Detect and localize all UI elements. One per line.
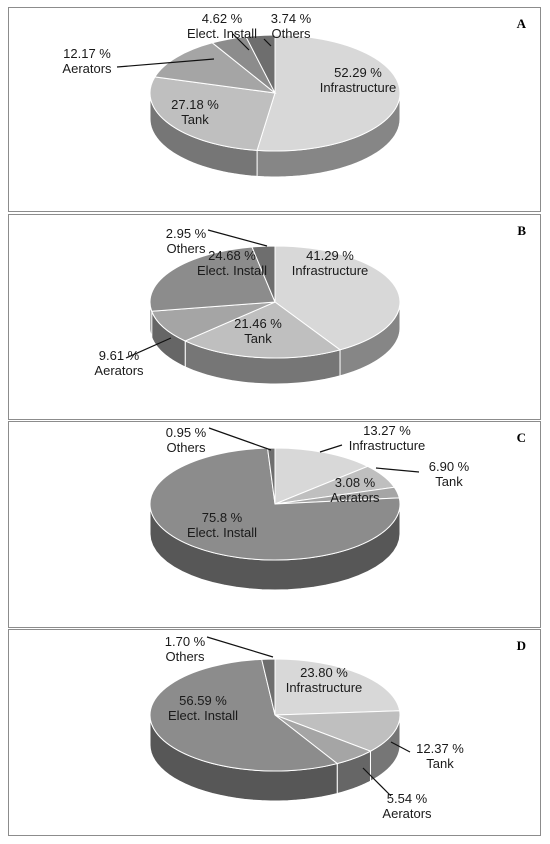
leader-line-tank <box>390 741 411 753</box>
slice-value-label: 12.37 % <box>416 741 464 756</box>
slice-name-label: Tank <box>244 331 272 346</box>
slice-name-label: Infrastructure <box>349 438 426 453</box>
panel-letter: A <box>517 16 527 31</box>
pie-d-slice-others <box>261 658 276 716</box>
pie-panel-a: 52.29 % Infrastructure 27.18 % Tank 12.17 % A… <box>8 7 541 212</box>
pie-panel-c: 13.27 % Infrastructure 6.90 % Tank 3.08 % Aer… <box>8 421 541 628</box>
slice-value-label: 5.54 % <box>387 791 428 806</box>
slice-name-label: Elect. Install <box>187 525 257 540</box>
leader-line-aerators <box>362 767 392 797</box>
leader-line-others <box>208 427 272 451</box>
pie-chart-b: 41.29 %Infrastructure 21.46 %Tank 9.61 %Ae… <box>94 223 526 385</box>
slice-value-label: 13.27 % <box>363 423 411 438</box>
slice-name-label: Others <box>166 241 206 256</box>
slice-name-label: Others <box>165 649 205 664</box>
slice-value-label: 24.68 % <box>208 248 256 263</box>
pie-a-slice-tank <box>149 76 276 151</box>
leader-line-aerators <box>116 58 215 68</box>
pie-panel-d: 23.80 % Infrastructure 12.37 % Tank 5.54 % Ae… <box>8 629 541 836</box>
pie-c-slice-infrastructure <box>274 447 369 505</box>
leader-line-others <box>207 229 268 247</box>
pie-d-slice-infrastructure <box>274 658 401 716</box>
slice-name-label: Aerators <box>94 363 144 378</box>
pie-chart-d: 23.80 %Infrastructure 12.37 %Tank 5.54 %Ae… <box>149 634 526 821</box>
pie-a-slice-others <box>245 34 276 94</box>
slice-name-label: Tank <box>426 756 454 771</box>
slice-value-label: 3.08 % <box>335 475 376 490</box>
slice-name-label: Aerators <box>330 490 380 505</box>
slice-name-label: Aerators <box>382 806 432 821</box>
pie-a-slice-infrastructure <box>256 34 401 152</box>
slice-name-label: Elect. Install <box>197 263 267 278</box>
leader-line-tank <box>375 467 420 473</box>
slice-value-label: 56.59 % <box>179 693 227 708</box>
pie-d-slice-elect-install <box>149 658 339 772</box>
slice-name-label: Infrastructure <box>292 263 369 278</box>
slice-name-label: Aerators <box>62 61 112 76</box>
slice-value-label: 1.70 % <box>165 634 206 649</box>
pie-a-slice-aerators <box>154 42 277 94</box>
slice-value-label: 23.80 % <box>300 665 348 680</box>
panel-letter: B <box>517 223 526 238</box>
pie-c-slice-elect-install <box>149 447 401 561</box>
slice-value-label: 3.74 % <box>271 11 312 26</box>
panel-letter: C <box>517 430 526 445</box>
pie-d-slice-tank <box>274 710 401 752</box>
slice-name-label: Elect. Install <box>168 708 238 723</box>
leader-line-aerators <box>125 337 172 359</box>
slice-value-label: 41.29 % <box>306 248 354 263</box>
slice-value-label: 27.18 % <box>171 97 219 112</box>
slice-value-label: 12.17 % <box>63 46 111 61</box>
pie-b-slice-aerators <box>151 301 276 342</box>
slice-name-label: Elect. Install <box>187 26 257 41</box>
slice-name-label: Others <box>166 440 206 455</box>
slice-name-label: Infrastructure <box>320 80 397 95</box>
leader-line-elect-install <box>232 33 250 51</box>
pie-b-slice-others <box>251 245 276 303</box>
leader-line-others <box>206 636 274 658</box>
panel-letter: D <box>517 638 526 653</box>
slice-value-label: 4.62 % <box>202 11 243 26</box>
slice-value-label: 21.46 % <box>234 316 282 331</box>
pie-b-slice-elect-install <box>149 246 276 312</box>
slice-name-label: Infrastructure <box>286 680 363 695</box>
pie-b-slice-infrastructure <box>274 245 401 351</box>
slice-value-label: 2.95 % <box>166 226 207 241</box>
slice-name-label: Tank <box>435 474 463 489</box>
slice-value-label: 6.90 % <box>429 459 470 474</box>
leader-line-others <box>263 38 272 47</box>
slice-value-label: 52.29 % <box>334 65 382 80</box>
slice-name-label: Tank <box>181 112 209 127</box>
pie-b-slice-tank <box>183 301 342 359</box>
slice-value-label: 75.8 % <box>202 510 243 525</box>
leader-line-infrastructure <box>319 444 343 453</box>
slice-name-label: Others <box>271 26 311 41</box>
slice-value-label: 0.95 % <box>166 425 207 440</box>
slice-value-label: 9.61 % <box>99 348 140 363</box>
pie-panel-b: 41.29 % Infrastructure 21.46 % Tank 9.61 % Ae… <box>8 214 541 420</box>
pie-c-slice-others <box>266 447 276 505</box>
